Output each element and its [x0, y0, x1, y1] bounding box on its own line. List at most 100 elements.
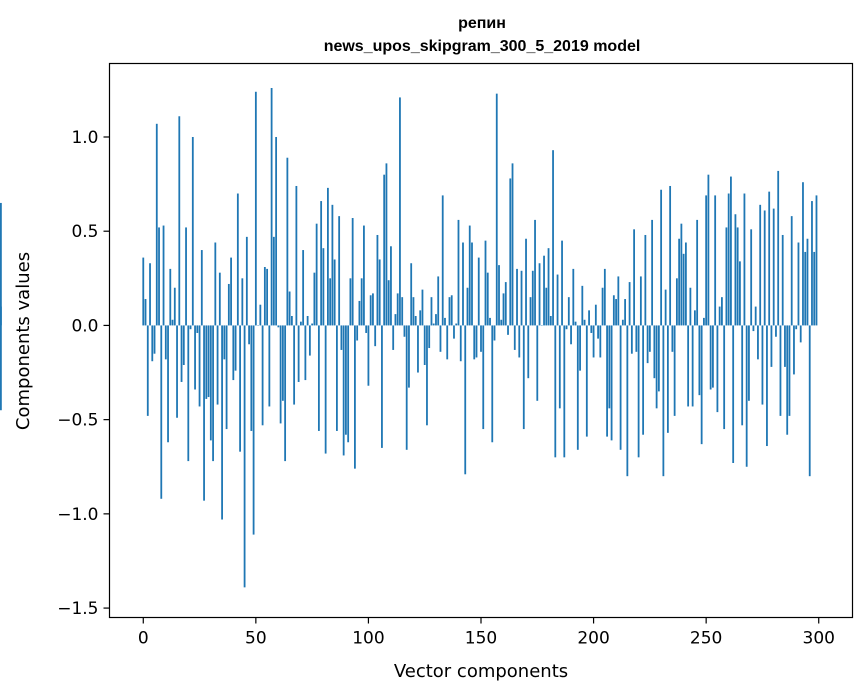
- bar: [513, 325, 516, 350]
- bar: [266, 268, 269, 326]
- bar: [534, 219, 536, 326]
- bar: [250, 325, 253, 431]
- bar: [705, 195, 708, 326]
- x-tick-label: 100: [352, 629, 384, 649]
- bar: [349, 278, 352, 326]
- bar: [741, 325, 744, 426]
- bar: [369, 295, 372, 326]
- bar: [167, 325, 169, 443]
- bar: [234, 325, 237, 371]
- bar: [475, 325, 478, 358]
- bar: [626, 325, 629, 477]
- bar: [441, 195, 444, 326]
- bar: [405, 325, 408, 450]
- bar: [464, 325, 467, 475]
- bar: [511, 163, 514, 326]
- bar: [531, 270, 534, 326]
- bar: [684, 242, 687, 326]
- bar: [585, 325, 588, 437]
- bar: [615, 299, 617, 326]
- bar: [802, 182, 804, 326]
- bar: [610, 325, 613, 441]
- bar: [207, 325, 210, 398]
- bar: [579, 325, 581, 371]
- bar: [340, 325, 343, 350]
- bar: [712, 325, 714, 388]
- bar: [759, 204, 762, 326]
- bar: [813, 251, 816, 326]
- bar: [227, 283, 230, 326]
- bar: [516, 268, 518, 326]
- bar: [635, 325, 638, 352]
- bar: [743, 193, 746, 326]
- bar: [554, 325, 557, 458]
- bar: [182, 325, 185, 365]
- bar: [342, 325, 345, 456]
- bar: [588, 310, 590, 326]
- bar: [678, 238, 681, 326]
- bar: [279, 325, 282, 424]
- bar: [209, 325, 212, 441]
- bar: [637, 325, 640, 458]
- bar: [372, 293, 374, 326]
- bar: [281, 325, 284, 401]
- bar: [574, 321, 577, 326]
- x-tick-label: 300: [803, 629, 835, 649]
- y-axis-label: Components values: [13, 252, 34, 430]
- bar: [241, 278, 244, 326]
- bar: [486, 272, 489, 326]
- bar: [432, 323, 435, 326]
- bar: [466, 287, 469, 326]
- bar: [583, 319, 586, 326]
- bar: [236, 193, 239, 326]
- bar: [639, 276, 642, 326]
- bar: [171, 319, 174, 326]
- bar: [430, 297, 433, 326]
- bar: [716, 325, 719, 413]
- bar: [689, 287, 692, 326]
- bar: [723, 325, 726, 430]
- bar: [329, 278, 332, 326]
- y-tick-label: 0.5: [71, 222, 98, 242]
- bar: [624, 299, 626, 326]
- bar: [772, 208, 775, 326]
- bar: [621, 319, 624, 326]
- bar: [347, 325, 350, 443]
- bar: [295, 185, 298, 326]
- bar: [198, 325, 201, 407]
- bar: [333, 259, 336, 326]
- bar: [752, 325, 755, 332]
- bar: [698, 325, 701, 396]
- bar: [423, 325, 426, 365]
- bar: [525, 238, 527, 326]
- bar: [376, 234, 379, 326]
- bar: [552, 150, 554, 326]
- bar: [748, 325, 750, 401]
- bar: [218, 272, 221, 326]
- bar: [714, 195, 717, 326]
- bar: [806, 238, 809, 326]
- bar: [561, 240, 563, 326]
- bar: [732, 325, 735, 463]
- bar: [164, 325, 167, 360]
- bar: [421, 289, 424, 326]
- bar: [642, 325, 645, 435]
- bar: [155, 123, 158, 326]
- bar: [176, 325, 178, 418]
- bar: [394, 314, 397, 326]
- bar: [660, 189, 663, 326]
- bar: [617, 276, 620, 326]
- bar: [459, 325, 462, 362]
- bar: [592, 325, 595, 358]
- bar: [709, 325, 712, 390]
- bar: [223, 325, 226, 360]
- bar: [707, 174, 710, 326]
- bar: [786, 325, 789, 435]
- bar: [784, 325, 786, 367]
- bar: [299, 321, 302, 326]
- bar: [500, 319, 503, 326]
- bar: [270, 88, 273, 326]
- bar: [277, 325, 280, 328]
- bar: [205, 325, 208, 399]
- bar: [290, 316, 293, 326]
